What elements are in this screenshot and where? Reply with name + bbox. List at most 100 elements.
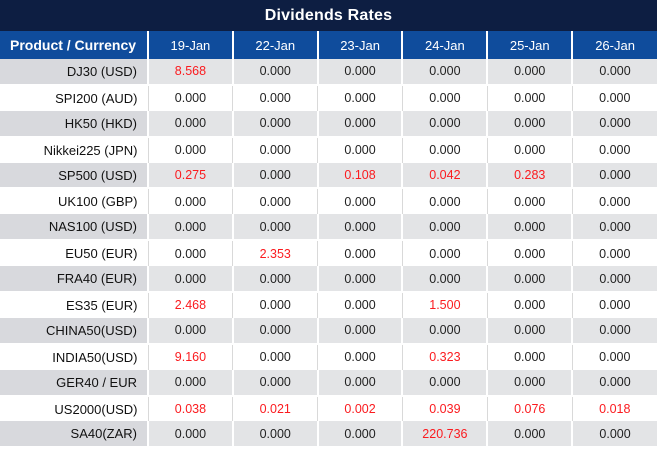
rate-cell: 0.275 <box>147 162 233 190</box>
rate-cell: 0.000 <box>317 292 403 318</box>
rate-cell: 0.000 <box>571 84 657 111</box>
rate-cell: 0.000 <box>401 188 488 215</box>
rate-cell: 0.000 <box>231 110 318 138</box>
rate-cell: 0.000 <box>147 369 233 397</box>
product-cell: CHINA50(USD) <box>0 317 148 345</box>
rate-cell: 0.000 <box>571 136 657 163</box>
rate-cell: 0.000 <box>231 369 318 397</box>
rate-cell: 0.000 <box>401 317 488 345</box>
rate-cell: 0.108 <box>316 162 403 190</box>
rate-cell: 0.000 <box>317 84 403 111</box>
rate-cell: 0.000 <box>486 84 573 111</box>
rate-cell: 2.468 <box>147 292 233 318</box>
rate-cell: 0.000 <box>316 317 403 345</box>
rate-cell: 0.000 <box>317 240 403 267</box>
rate-cell: 0.000 <box>401 214 488 242</box>
table-row: UK100 (GBP) 0.000 0.000 0.000 0.000 0.000 0.00… <box>0 188 657 215</box>
product-cell: SPI200 (AUD) <box>0 84 148 111</box>
rate-cell: 0.000 <box>486 188 573 215</box>
rate-cell: 0.000 <box>486 292 573 318</box>
rate-cell: 0.021 <box>232 395 318 422</box>
rate-cell: 0.000 <box>571 188 657 215</box>
rate-cell: 0.000 <box>571 162 657 190</box>
column-header-date: 23-Jan <box>316 31 403 59</box>
column-header-date: 24-Jan <box>401 31 488 59</box>
rate-cell: 0.000 <box>147 188 233 215</box>
table-header: Product / Currency 19-Jan 22-Jan 23-Jan … <box>0 31 657 59</box>
product-cell: HK50 (HKD) <box>0 110 148 138</box>
table-row: NAS100 (USD) 0.000 0.000 0.000 0.000 0.000 0.0… <box>0 214 657 242</box>
rate-cell: 0.000 <box>317 136 403 163</box>
product-cell: SA40(ZAR) <box>0 421 148 449</box>
rate-cell: 0.000 <box>232 136 318 163</box>
product-cell: NAS100 (USD) <box>0 214 148 242</box>
rate-cell: 0.000 <box>401 369 488 397</box>
rate-cell: 0.000 <box>231 59 318 86</box>
rate-cell: 0.018 <box>571 395 657 422</box>
rate-cell: 0.000 <box>571 240 657 267</box>
rate-cell: 2.353 <box>232 240 318 267</box>
column-header-date: 19-Jan <box>147 31 233 59</box>
table-row: EU50 (EUR) 0.000 2.353 0.000 0.000 0.000 0.000 <box>0 240 657 267</box>
rate-cell: 0.076 <box>486 395 573 422</box>
page-title: Dividends Rates <box>264 6 393 24</box>
rate-cell: 0.000 <box>232 343 318 370</box>
table-body: DJ30 (USD) 8.568 0.000 0.000 0.000 0.000 0.000… <box>0 59 657 449</box>
product-cell: DJ30 (USD) <box>0 59 148 86</box>
rate-cell: 0.000 <box>147 317 233 345</box>
rate-cell: 0.000 <box>316 214 403 242</box>
rate-cell: 0.000 <box>231 421 318 449</box>
product-cell: GER40 / EUR <box>0 369 148 397</box>
rate-cell: 0.000 <box>486 110 573 138</box>
rate-cell: 220.736 <box>401 421 488 449</box>
rate-cell: 0.000 <box>486 421 573 449</box>
rate-cell: 9.160 <box>147 343 233 370</box>
rate-cell: 0.000 <box>401 110 488 138</box>
rate-cell: 0.000 <box>147 266 233 294</box>
rate-cell: 0.000 <box>316 369 403 397</box>
column-header-date: 25-Jan <box>486 31 573 59</box>
rate-cell: 0.000 <box>147 136 233 163</box>
rate-cell: 0.000 <box>147 421 233 449</box>
rate-cell: 0.000 <box>571 317 657 345</box>
product-cell: FRA40 (EUR) <box>0 266 148 294</box>
title-bar: Dividends Rates <box>0 0 657 31</box>
product-cell: US2000(USD) <box>0 395 148 422</box>
rate-cell: 0.000 <box>232 84 318 111</box>
product-cell: UK100 (GBP) <box>0 188 148 215</box>
rate-cell: 0.283 <box>486 162 573 190</box>
rate-cell: 0.042 <box>401 162 488 190</box>
table-row: DJ30 (USD) 8.568 0.000 0.000 0.000 0.000 0.000 <box>0 59 657 86</box>
rate-cell: 0.000 <box>231 162 318 190</box>
rate-cell: 0.000 <box>147 214 233 242</box>
column-header-date: 26-Jan <box>571 31 657 59</box>
table-row: HK50 (HKD) 0.000 0.000 0.000 0.000 0.000 0.000 <box>0 110 657 138</box>
rate-cell: 0.000 <box>317 188 403 215</box>
header-row: Product / Currency 19-Jan 22-Jan 23-Jan … <box>0 31 657 59</box>
table-row: ES35 (EUR) 2.468 0.000 0.000 1.500 0.000 0.000 <box>0 292 657 318</box>
table-row: SA40(ZAR) 0.000 0.000 0.000 220.736 0.000 0.00… <box>0 421 657 449</box>
rate-cell: 0.000 <box>571 343 657 370</box>
rate-cell: 0.000 <box>571 266 657 294</box>
rate-cell: 0.000 <box>147 240 233 267</box>
rate-cell: 0.000 <box>316 266 403 294</box>
rate-cell: 0.000 <box>147 84 233 111</box>
column-header-date: 22-Jan <box>231 31 318 59</box>
rate-cell: 0.000 <box>486 266 573 294</box>
rate-cell: 0.000 <box>231 214 318 242</box>
rate-cell: 0.000 <box>486 343 573 370</box>
rate-cell: 0.000 <box>231 266 318 294</box>
rate-cell: 0.323 <box>401 343 488 370</box>
rate-cell: 0.000 <box>401 266 488 294</box>
rate-cell: 0.000 <box>147 110 233 138</box>
rate-cell: 0.000 <box>571 110 657 138</box>
table-row: SP500 (USD) 0.275 0.000 0.108 0.042 0.283 0.00… <box>0 162 657 190</box>
rate-cell: 0.000 <box>571 421 657 449</box>
rate-cell: 0.000 <box>401 59 488 86</box>
rate-cell: 8.568 <box>147 59 233 86</box>
product-cell: EU50 (EUR) <box>0 240 148 267</box>
product-cell: SP500 (USD) <box>0 162 148 190</box>
rate-cell: 0.000 <box>486 214 573 242</box>
rate-cell: 1.500 <box>401 292 488 318</box>
